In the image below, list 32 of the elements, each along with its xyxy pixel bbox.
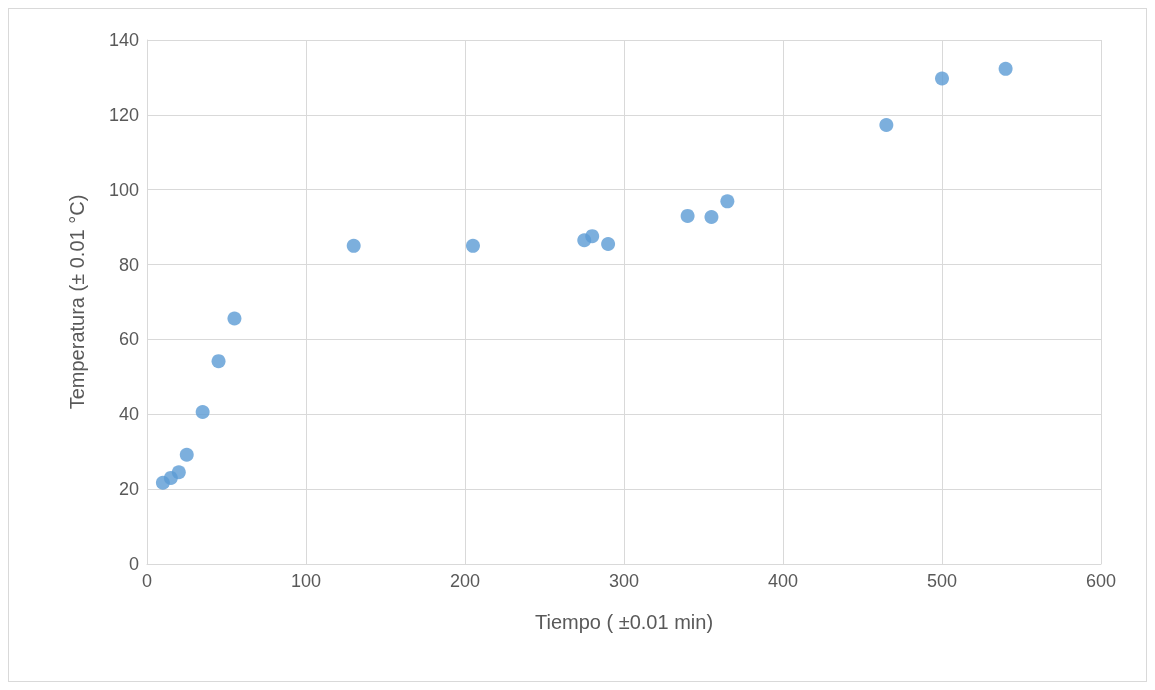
- y-tick-label: 100: [108, 179, 139, 200]
- y-tick-label: 20: [118, 479, 139, 500]
- y-axis-title: Temperatura (± 0.01 °C): [66, 194, 88, 410]
- x-tick-label: 400: [767, 571, 799, 591]
- x-tick-label: 300: [608, 571, 640, 591]
- point: [195, 405, 210, 420]
- y-tick-label: 0: [128, 554, 139, 574]
- x-tick-label: 600: [1085, 571, 1117, 591]
- point: [601, 236, 616, 251]
- y-tick-label: 120: [108, 104, 139, 125]
- point: [211, 354, 226, 369]
- y-tick-label: 40: [118, 404, 139, 425]
- point: [935, 71, 949, 86]
- x-tick-label: 200: [449, 571, 481, 591]
- point: [704, 210, 719, 225]
- x-axis-title: Tiempo ( ±0.01 min): [534, 611, 714, 633]
- point: [998, 61, 1013, 76]
- x-tick-label: 0: [141, 571, 153, 591]
- y-tick-label: 60: [118, 329, 139, 350]
- point: [680, 208, 695, 223]
- y-tick-label: 80: [118, 254, 139, 275]
- point: [585, 229, 600, 244]
- point: [720, 194, 735, 209]
- y-tick-label: 140: [108, 30, 139, 50]
- point: [179, 447, 194, 462]
- point: [465, 238, 480, 253]
- point: [227, 311, 242, 326]
- point: [346, 238, 361, 253]
- x-tick-label: 500: [926, 571, 958, 591]
- x-tick-label: 100: [290, 571, 322, 591]
- point: [879, 117, 894, 132]
- point: [171, 465, 186, 480]
